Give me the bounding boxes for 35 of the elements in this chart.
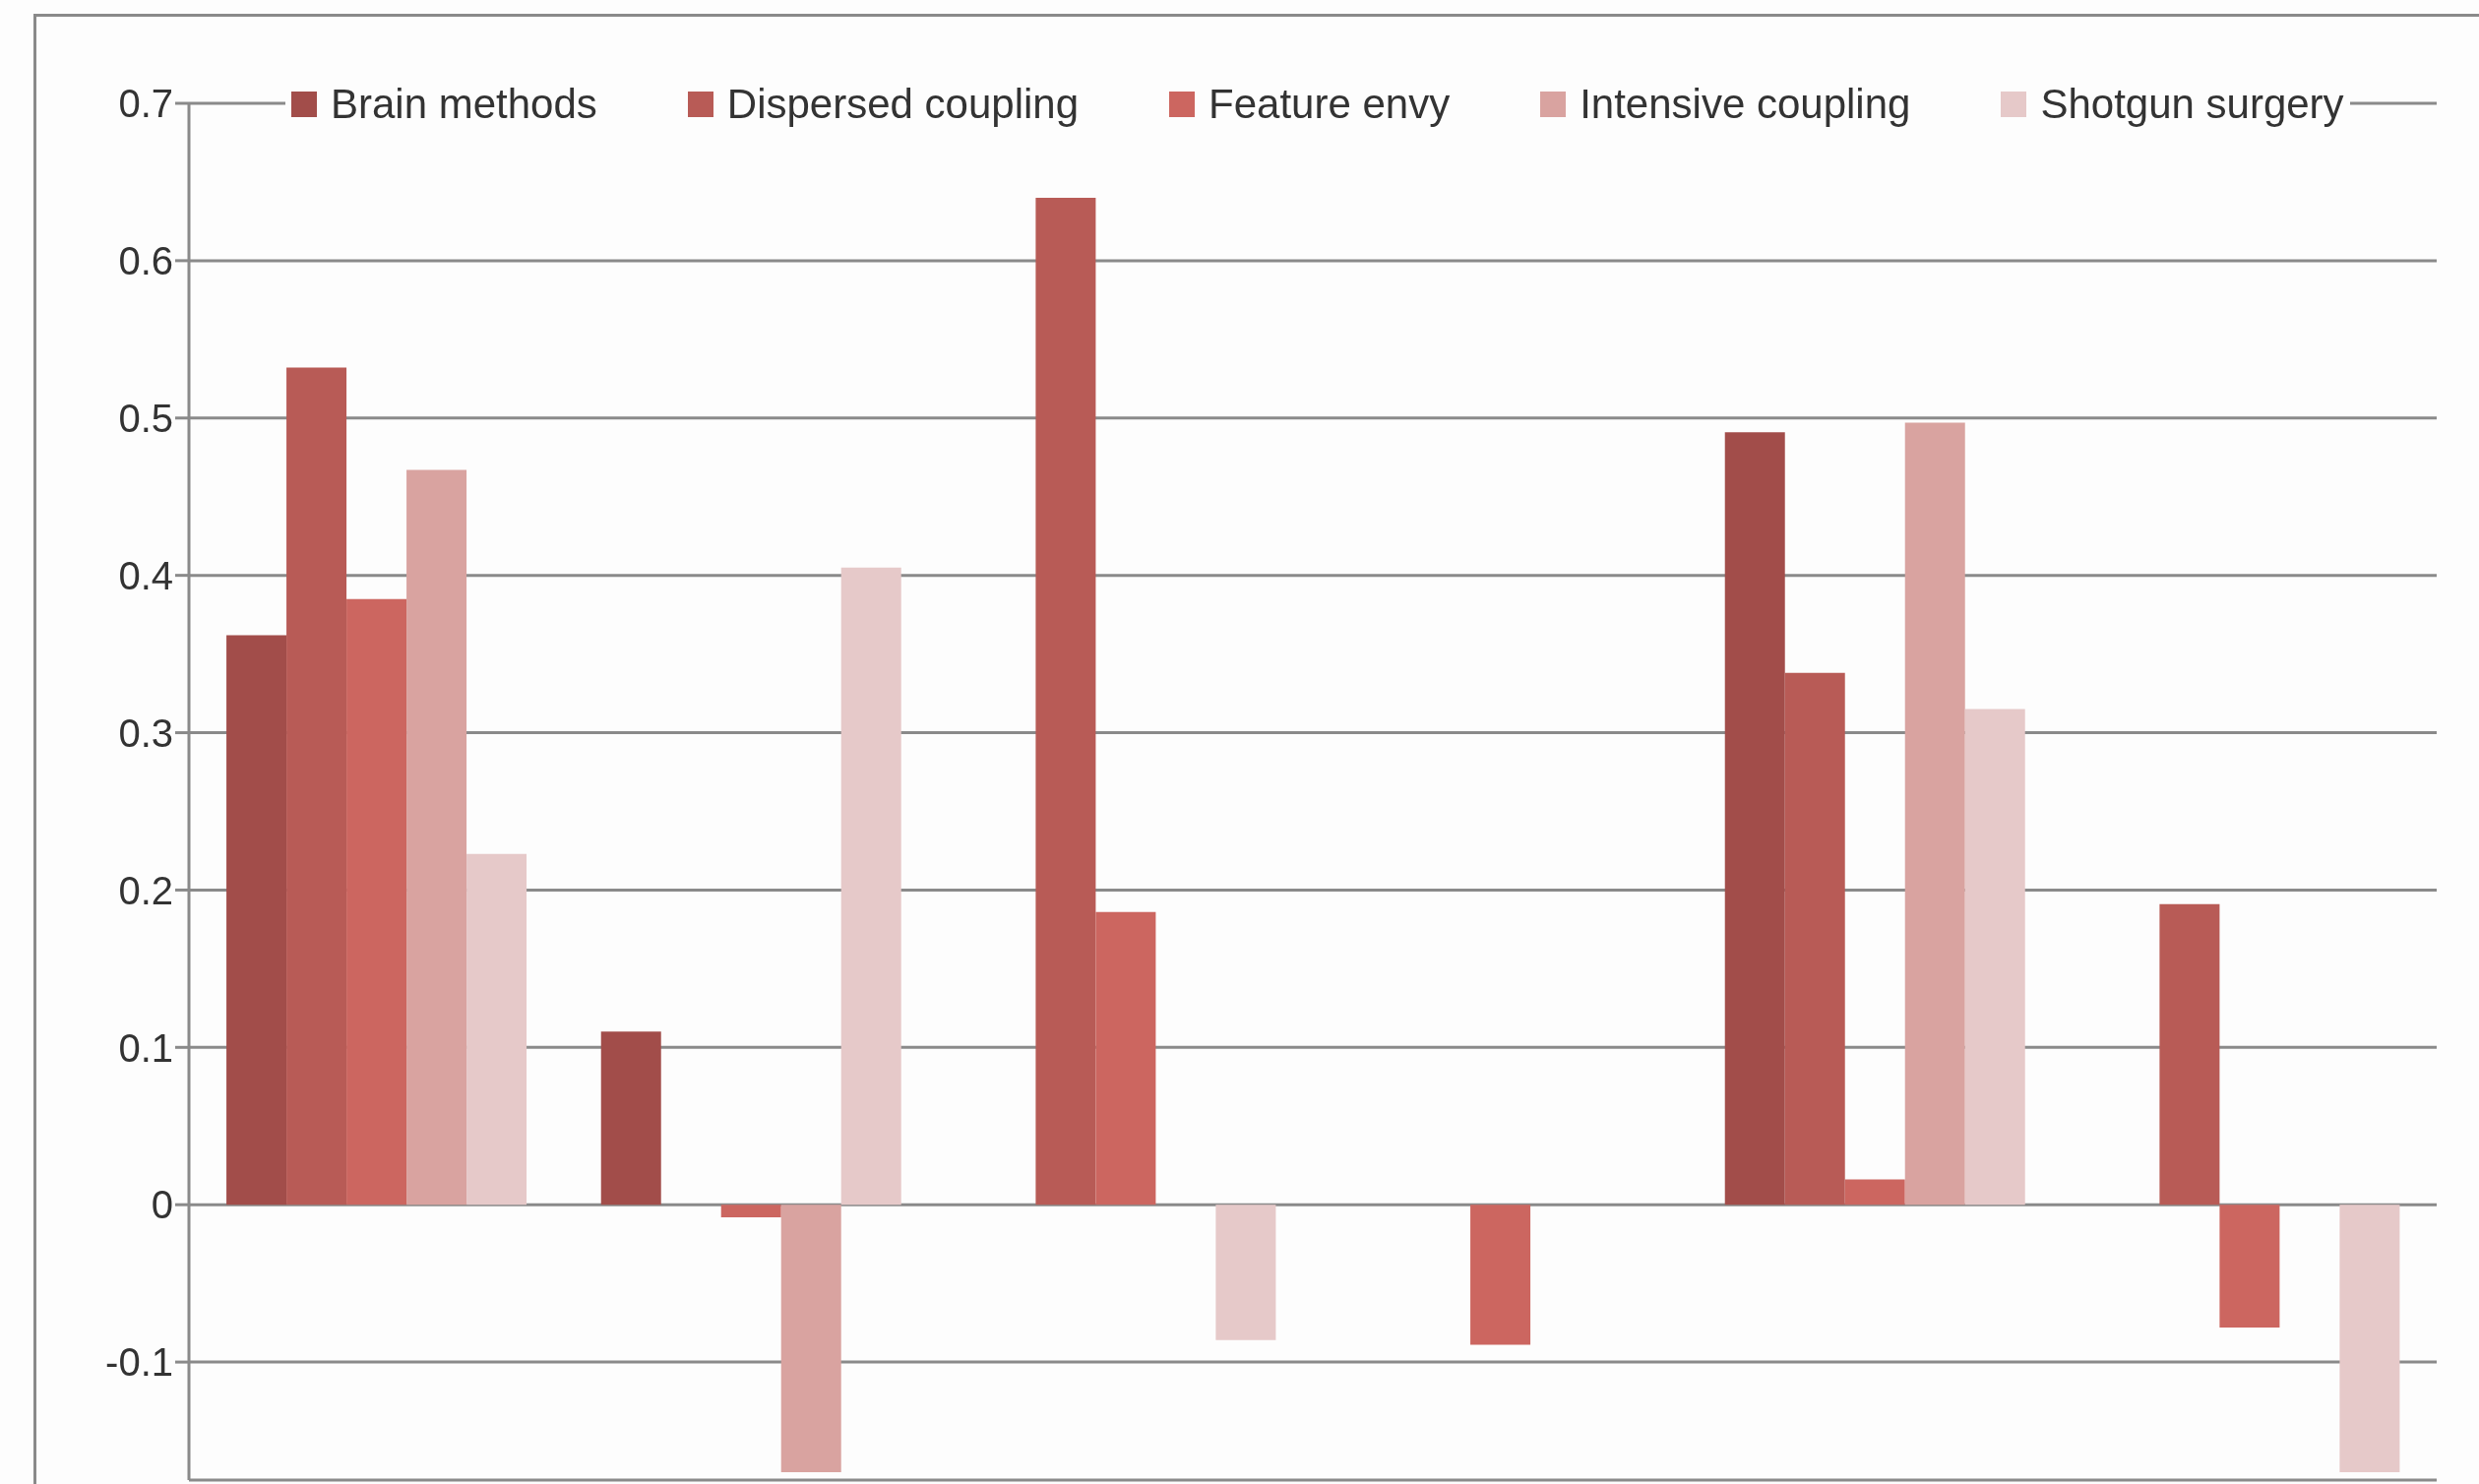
bar xyxy=(1904,422,1965,1206)
bar xyxy=(226,635,287,1206)
y-tick-label: 0.7 xyxy=(118,82,173,126)
bar xyxy=(1215,1205,1276,1340)
bar xyxy=(1470,1205,1531,1345)
bar xyxy=(720,1205,781,1217)
y-tick-label: 0.3 xyxy=(118,711,173,755)
bar xyxy=(2159,903,2220,1206)
y-tick-label: 0 xyxy=(151,1183,173,1227)
bar xyxy=(2219,1205,2280,1328)
bar xyxy=(600,1031,661,1206)
y-tick-label: 0.4 xyxy=(118,553,173,597)
y-tick-label: 0.1 xyxy=(118,1025,173,1070)
bar xyxy=(466,853,527,1206)
y-tick-label: 0.2 xyxy=(118,868,173,912)
bar xyxy=(1035,197,1096,1206)
bar xyxy=(1784,672,1845,1206)
bar xyxy=(840,567,901,1206)
y-tick-label: 0.6 xyxy=(118,239,173,283)
bar xyxy=(1964,709,2025,1206)
bar xyxy=(1724,432,1785,1206)
bar xyxy=(780,1205,841,1473)
bar xyxy=(2339,1205,2400,1473)
legend-label: Brain methods xyxy=(330,81,597,128)
bar xyxy=(1844,1179,1905,1206)
bar xyxy=(286,367,347,1206)
legend-label: Feature envy xyxy=(1208,81,1451,128)
y-tick-label: -0.1 xyxy=(105,1340,173,1385)
y-tick-label: 0.5 xyxy=(118,396,173,440)
legend-label: Intensive coupling xyxy=(1579,81,1911,128)
bar xyxy=(1095,911,1156,1206)
legend-label: Shotgun surgery xyxy=(2039,81,2344,128)
legend-label: Dispersed coupling xyxy=(725,81,1080,128)
bar xyxy=(346,598,407,1206)
bar xyxy=(406,469,467,1206)
